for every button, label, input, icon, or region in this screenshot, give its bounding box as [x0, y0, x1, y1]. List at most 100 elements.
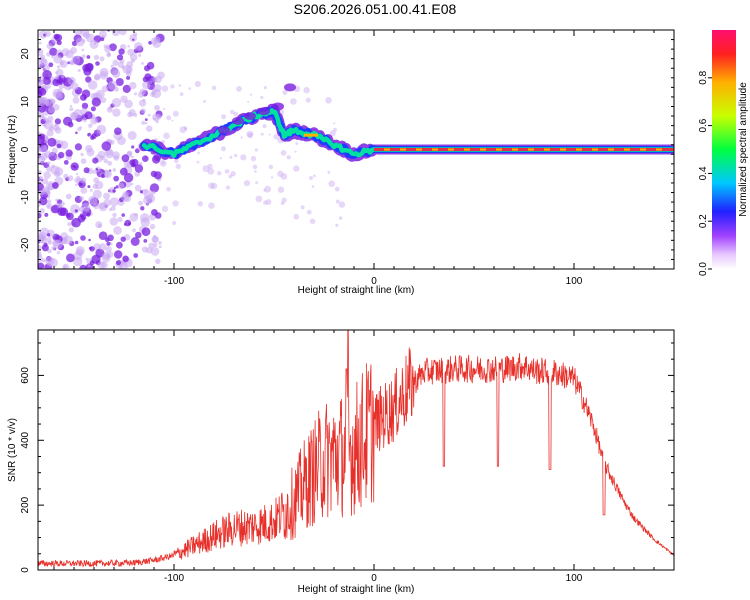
noise-blob	[120, 236, 126, 242]
noise-blob	[99, 71, 109, 80]
noise-blob	[43, 125, 47, 128]
noise-blob	[98, 231, 108, 240]
noise-blob	[122, 255, 129, 263]
noise-blob	[97, 223, 102, 228]
noise-blob	[77, 127, 82, 132]
noise-blob	[117, 61, 125, 68]
noise-blob	[67, 76, 76, 86]
noise-blob	[240, 154, 247, 161]
noise-blob	[116, 54, 124, 61]
noise-blob	[73, 30, 83, 36]
noise-blob	[246, 130, 254, 138]
noise-blob	[40, 145, 48, 153]
noise-blob	[154, 104, 160, 111]
noise-blob	[142, 80, 151, 90]
noise-blob	[118, 48, 125, 55]
noise-blob	[39, 80, 45, 85]
noise-blob	[42, 116, 48, 122]
noise-blob	[106, 52, 111, 57]
noise-blob	[309, 218, 316, 225]
noise-blob	[52, 182, 59, 189]
noise-blob	[151, 190, 156, 195]
noise-blob	[80, 152, 84, 157]
noise-blob	[63, 265, 67, 269]
noise-blob	[335, 199, 340, 204]
noise-blob	[183, 126, 188, 130]
noise-blob	[233, 111, 239, 117]
noise-blob	[149, 81, 153, 84]
noise-blob	[129, 81, 137, 90]
noise-blob	[65, 149, 73, 157]
noise-blob	[38, 175, 43, 181]
noise-blob	[96, 89, 105, 99]
noise-blob	[219, 157, 223, 160]
track-blob	[258, 107, 270, 116]
noise-blob	[38, 103, 47, 113]
noise-blob	[207, 168, 215, 175]
noise-blob	[140, 217, 151, 227]
noise-blob	[134, 184, 142, 192]
noise-blob	[111, 30, 120, 37]
plot-frame	[37, 29, 675, 270]
noise-blob	[95, 166, 101, 172]
noise-blob	[161, 161, 165, 165]
noise-blob	[158, 245, 162, 249]
colorbar-tick-label: 0.8	[698, 70, 709, 84]
noise-blob	[112, 69, 121, 78]
noise-blob	[109, 197, 119, 207]
noise-blob	[159, 159, 167, 167]
noise-blob	[217, 171, 222, 176]
noise-blob	[94, 181, 104, 190]
noise-blob	[196, 160, 200, 164]
noise-blob	[88, 195, 98, 206]
noise-blob	[229, 155, 233, 159]
noise-blob	[127, 45, 130, 48]
noise-blob	[74, 209, 78, 213]
noise-blob	[243, 180, 251, 187]
noise-blob	[129, 213, 139, 222]
noise-blob	[38, 48, 44, 57]
noise-blob	[300, 205, 305, 210]
noise-blob	[155, 258, 161, 264]
noise-blob	[76, 175, 80, 180]
noise-blob	[100, 37, 105, 42]
noise-blob	[145, 193, 156, 204]
x-tick-label: 0	[371, 276, 377, 287]
noise-blob	[43, 171, 51, 179]
noise-blob	[63, 173, 69, 179]
noise-blob	[328, 180, 336, 188]
noise-blob	[126, 61, 134, 68]
noise-blob	[52, 124, 60, 131]
noise-blob	[86, 55, 91, 59]
noise-blob	[44, 150, 52, 158]
colorbar-tick-label: 0.6	[698, 118, 709, 132]
y-tick-label: -20	[20, 237, 31, 252]
noise-blob	[49, 47, 58, 56]
noise-blob	[286, 155, 291, 160]
noise-blob	[121, 213, 125, 217]
noise-blob	[228, 174, 233, 179]
noise-blob	[174, 158, 179, 164]
track-blob	[244, 112, 256, 121]
y-tick-label: 10	[20, 96, 31, 108]
noise-blob	[95, 248, 105, 258]
noise-blob	[107, 160, 113, 166]
noise-blob	[87, 132, 91, 137]
noise-blob	[89, 260, 95, 266]
noise-blob	[172, 200, 179, 207]
noise-blob	[122, 84, 131, 93]
noise-blob	[113, 155, 120, 161]
x-tick-label: 0	[371, 573, 377, 584]
noise-blob	[93, 42, 96, 45]
noise-blob	[93, 54, 100, 61]
noise-blob	[75, 183, 78, 187]
noise-blob	[84, 111, 93, 120]
noise-blob	[88, 80, 98, 90]
colorbar-gradient	[712, 30, 736, 269]
noise-blob	[46, 166, 53, 172]
noise-blob	[277, 186, 285, 193]
noise-blob	[67, 175, 74, 182]
noise-blob	[153, 242, 158, 248]
noise-blob	[122, 191, 129, 198]
noise-blob	[46, 233, 51, 237]
